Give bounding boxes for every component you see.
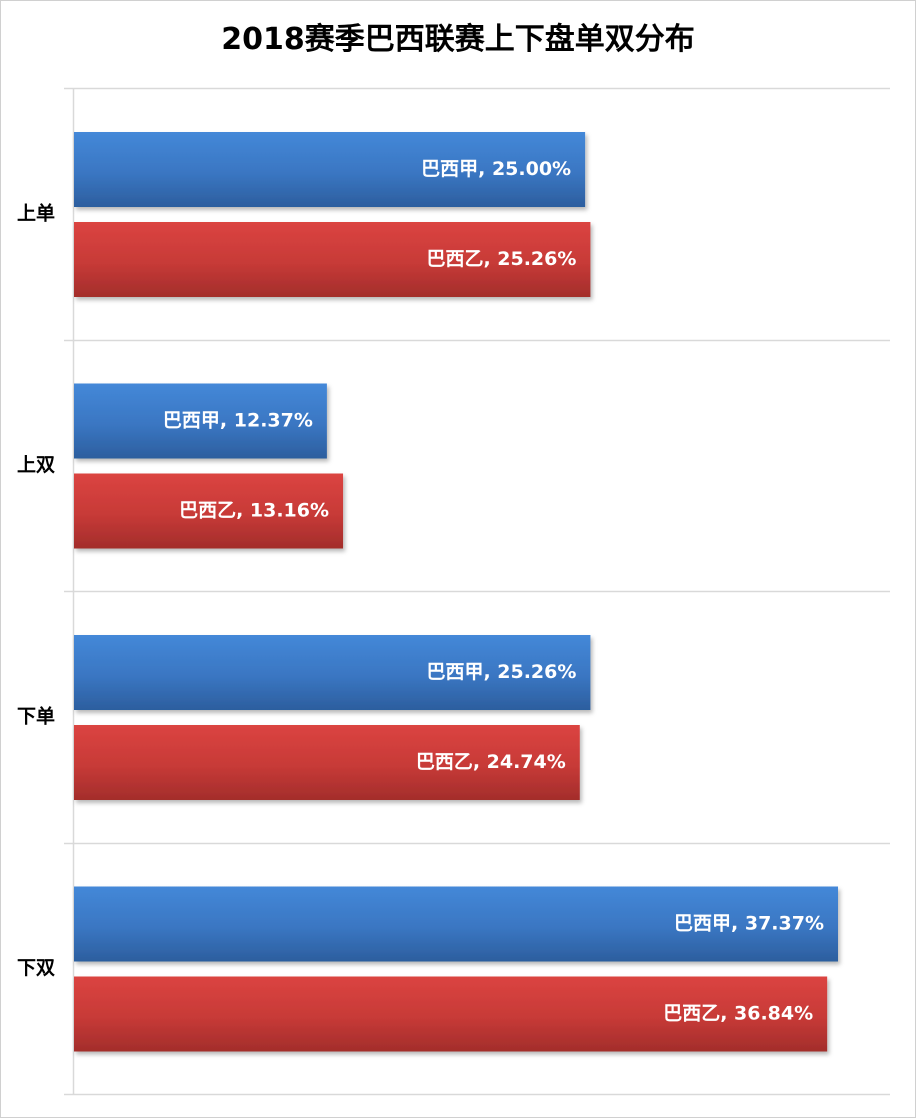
bar-data-label: 巴西乙, 13.16%: [179, 500, 329, 522]
bar-data-label: 巴西甲, 12.37%: [163, 410, 313, 432]
bar-data-label: 巴西甲, 25.26%: [426, 661, 576, 683]
bar-data-label: 巴西乙, 25.26%: [426, 248, 576, 270]
category-label: 上双: [17, 454, 55, 476]
bar-series-a: [74, 132, 586, 207]
bar-series-a: [74, 886, 838, 962]
bar-data-label: 巴西乙, 36.84%: [663, 1003, 813, 1025]
bar-series-b: [74, 222, 591, 297]
category-label: 上单: [17, 201, 55, 224]
bar-data-label: 巴西乙, 24.74%: [416, 751, 566, 773]
bar-data-label: 巴西甲, 25.00%: [421, 158, 571, 180]
bar-series-b: [74, 725, 580, 800]
bar-series-b: [74, 473, 344, 549]
chart-title: 2018赛季巴西联赛上下盘单双分布: [221, 22, 695, 57]
bar-series-a: [74, 635, 591, 710]
bar-data-label: 巴西甲, 37.37%: [674, 913, 824, 935]
category-label: 下单: [17, 704, 55, 727]
bar-series-b: [74, 976, 828, 1052]
category-label: 下双: [17, 957, 55, 979]
bar-series-a: [74, 383, 327, 459]
